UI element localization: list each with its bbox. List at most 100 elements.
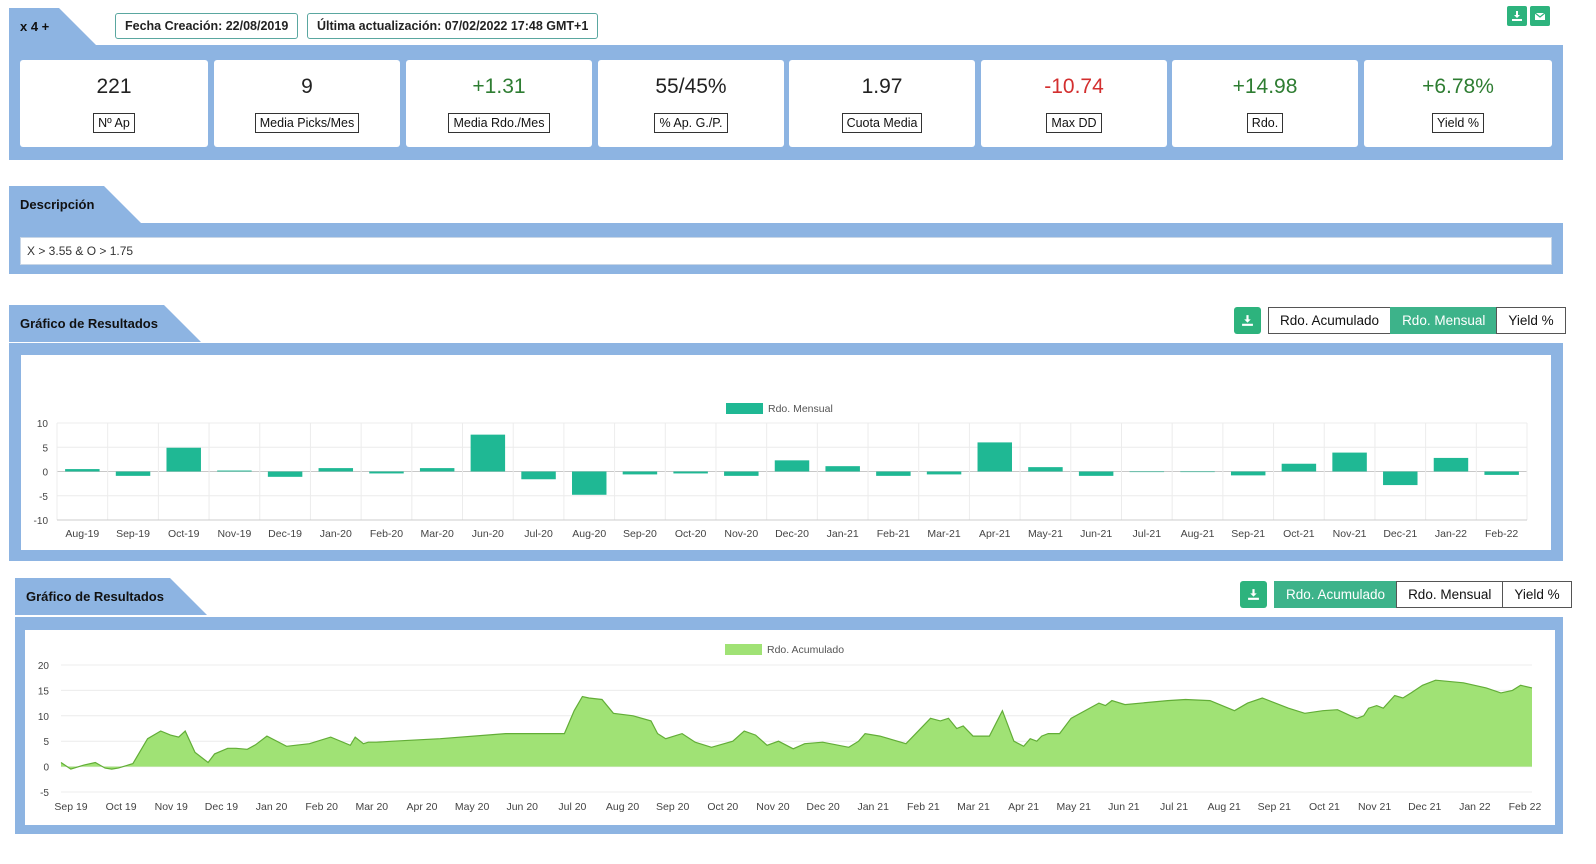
x-tick-label: Jan-22 — [1435, 528, 1467, 540]
stat-label: Nº Ap — [93, 113, 135, 133]
cumulative-line — [60, 679, 1533, 770]
mode-button[interactable]: Yield % — [1502, 581, 1572, 608]
cumulative-area — [61, 680, 1532, 770]
bar — [1383, 471, 1418, 486]
x-tick-label: Aug-21 — [1181, 528, 1215, 540]
y-tick-label: 5 — [42, 443, 48, 454]
strategy-name: x 4 + — [20, 19, 50, 34]
bar — [267, 471, 303, 477]
legend-swatch — [725, 644, 762, 655]
stat-card: 9 Media Picks/Mes — [214, 60, 400, 147]
x-tick-label: Jul 20 — [558, 801, 586, 813]
x-tick-label: Oct-21 — [1283, 528, 1315, 540]
stat-label: Media Picks/Mes — [254, 113, 360, 133]
stat-value: 55/45% — [655, 75, 727, 98]
x-tick-label: Jan 20 — [256, 801, 288, 813]
monthly-results-chart: 10 5 0 -5 -10 Aug-19 Sep-19 Oct-19 Nov-19 Dec-19 J… — [34, 403, 1528, 540]
chart2-download-button[interactable] — [1240, 581, 1267, 608]
bar — [521, 471, 556, 480]
bar — [1433, 457, 1469, 472]
y-tick-label: 0 — [42, 468, 48, 479]
chart2-mode-toggle: Rdo. Acumulado Rdo. Mensual Yield % — [1274, 581, 1572, 608]
x-tick-label: Dec-20 — [775, 528, 809, 540]
download-icon — [1242, 315, 1253, 326]
x-tick-label: Mar-20 — [421, 528, 454, 540]
mode-button[interactable]: Rdo. Mensual — [1396, 581, 1504, 608]
y-tick-label: 5 — [43, 737, 49, 748]
bar — [876, 471, 911, 476]
x-tick-label: May 20 — [455, 801, 490, 813]
legend-label: Rdo. Acumulado — [767, 644, 844, 656]
x-tick-label: Jun-21 — [1080, 528, 1112, 540]
x-tick-label: Nov 21 — [1358, 801, 1391, 813]
bar — [369, 471, 404, 474]
x-tick-label: Apr 21 — [1008, 801, 1039, 813]
x-tick-label: May-21 — [1028, 528, 1063, 540]
x-tick-label: Oct 21 — [1309, 801, 1340, 813]
x-tick-label: Oct 19 — [106, 801, 137, 813]
x-tick-label: Jan 21 — [857, 801, 889, 813]
chart2-tab: Gráfico de Resultados — [15, 578, 207, 615]
cumulative-results-chart: 20 15 10 5 0 -5 Sep 19 Oct 19 Nov 19 Dec 19 Jan 20… — [38, 644, 1541, 813]
x-tick-label: Nov-19 — [217, 528, 251, 540]
x-tick-label: Dec-21 — [1383, 528, 1417, 540]
chart1-download-button[interactable] — [1234, 307, 1261, 334]
bar — [318, 468, 354, 472]
stat-value: 221 — [96, 75, 132, 98]
description-tab: Descripción — [9, 186, 141, 223]
x-tick-label: Jun-20 — [472, 528, 504, 540]
x-tick-label: Dec 20 — [806, 801, 839, 813]
x-tick-label: Dec-19 — [268, 528, 302, 540]
x-tick-label: Dec 19 — [205, 801, 238, 813]
x-tick-label: Feb-22 — [1485, 528, 1518, 540]
stat-value: +14.98 — [1232, 75, 1298, 98]
y-tick-label: -10 — [34, 516, 49, 527]
x-tick-label: Jan-21 — [827, 528, 859, 540]
x-tick-label: Jul-21 — [1133, 528, 1162, 540]
stat-card: 221 Nº Ap — [20, 60, 208, 147]
chart2-area: 20 15 10 5 0 -5 Sep 19 Oct 19 Nov 19 Dec 19 Jan 20… — [25, 630, 1555, 825]
bar — [217, 470, 252, 472]
bar — [1078, 471, 1114, 476]
updated-date: Última actualización: 07/02/2022 17:48 G… — [317, 19, 589, 33]
bar — [470, 434, 506, 472]
y-tick-label: 15 — [38, 686, 50, 697]
x-tick-label: Nov 20 — [756, 801, 789, 813]
x-tick-label: Sep-21 — [1231, 528, 1265, 540]
description-title: Descripción — [20, 197, 95, 212]
chart1-mode-toggle: Rdo. Acumulado Rdo. Mensual Yield % — [1268, 307, 1566, 334]
x-tick-label: Jun 21 — [1108, 801, 1140, 813]
bar — [572, 471, 607, 495]
email-icon[interactable] — [1530, 6, 1550, 26]
x-tick-label: Nov-21 — [1333, 528, 1367, 540]
stat-label: Yield % — [1432, 113, 1484, 133]
x-tick-label: Apr-21 — [979, 528, 1011, 540]
bar — [1028, 467, 1063, 472]
bar — [419, 468, 455, 472]
x-tick-label: May 21 — [1057, 801, 1092, 813]
stat-card: 1.97 Cuota Media — [789, 60, 975, 147]
mode-button[interactable]: Rdo. Acumulado — [1274, 581, 1398, 608]
x-tick-label: Sep-19 — [116, 528, 150, 540]
updated-date-chip: Última actualización: 07/02/2022 17:48 G… — [307, 13, 599, 39]
mode-button[interactable]: Rdo. Acumulado — [1268, 307, 1392, 334]
mode-button[interactable]: Rdo. Mensual — [1390, 307, 1498, 334]
created-date: Fecha Creación: 22/08/2019 — [125, 19, 289, 33]
bar — [724, 471, 759, 476]
chart1-tab: Gráfico de Resultados — [9, 305, 201, 342]
bar — [1230, 471, 1266, 476]
mode-button[interactable]: Yield % — [1496, 307, 1566, 334]
x-tick-label: Jan 22 — [1459, 801, 1491, 813]
chart1-title: Gráfico de Resultados — [20, 316, 158, 331]
y-tick-label: -5 — [40, 788, 49, 799]
stat-card: +14.98 Rdo. — [1172, 60, 1358, 147]
download-icon[interactable] — [1507, 6, 1527, 26]
header-actions — [1507, 6, 1550, 26]
x-tick-label: Nov 19 — [155, 801, 188, 813]
y-tick-label: 10 — [38, 712, 50, 723]
x-tick-label: Aug-20 — [572, 528, 606, 540]
stat-value: -10.74 — [1044, 75, 1104, 98]
stat-value: 1.97 — [861, 75, 903, 98]
bar — [926, 471, 962, 475]
chart1-area: 10 5 0 -5 -10 Aug-19 Sep-19 Oct-19 Nov-19 Dec-19 J… — [21, 355, 1551, 550]
